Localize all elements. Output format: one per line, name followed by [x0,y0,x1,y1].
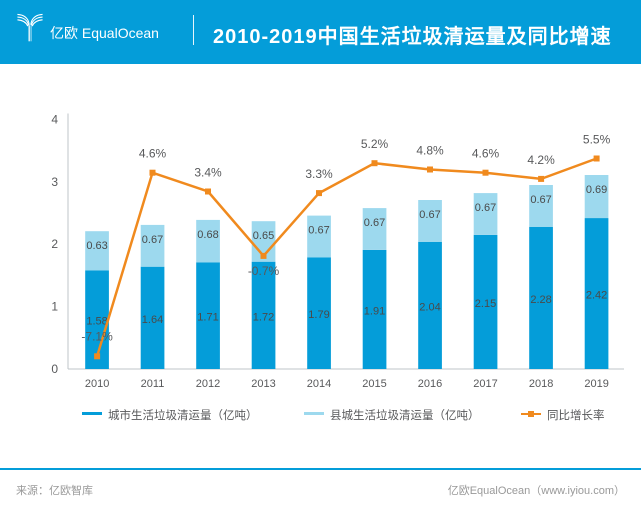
svg-text:2.42: 2.42 [586,290,607,302]
svg-text:0.67: 0.67 [475,202,496,214]
svg-text:2.04: 2.04 [419,301,440,313]
svg-text:2014: 2014 [307,378,331,390]
svg-text:2016: 2016 [418,378,442,390]
svg-text:0.63: 0.63 [86,240,107,252]
svg-text:2010: 2010 [85,378,109,390]
svg-text:0.67: 0.67 [142,234,163,246]
svg-text:0.67: 0.67 [308,225,329,237]
svg-text:1: 1 [51,300,58,314]
svg-text:4.8%: 4.8% [416,144,444,158]
svg-text:1.64: 1.64 [142,314,163,326]
svg-text:5.5%: 5.5% [583,133,611,147]
svg-text:0.67: 0.67 [530,194,551,206]
svg-text:1.91: 1.91 [364,305,385,317]
svg-text:4.6%: 4.6% [139,147,167,161]
svg-text:5.2%: 5.2% [361,137,389,151]
svg-text:2011: 2011 [141,378,165,390]
svg-text:3.4%: 3.4% [194,166,222,180]
svg-text:2017: 2017 [473,378,497,390]
svg-text:0.67: 0.67 [419,209,440,221]
svg-text:1.79: 1.79 [308,309,329,321]
svg-text:2.28: 2.28 [530,294,551,306]
svg-text:-0.7%: -0.7% [248,264,280,278]
svg-text:0.69: 0.69 [586,184,607,196]
svg-text:1.72: 1.72 [253,311,274,323]
svg-text:2012: 2012 [196,378,220,390]
svg-text:0.65: 0.65 [253,230,274,242]
svg-text:3.3%: 3.3% [305,167,333,181]
svg-text:1.58: 1.58 [86,316,107,328]
svg-text:0.68: 0.68 [197,229,218,241]
svg-text:2: 2 [51,237,58,251]
svg-text:3: 3 [51,175,58,189]
svg-text:1.71: 1.71 [197,312,218,324]
svg-text:2.15: 2.15 [475,298,496,310]
svg-text:2019: 2019 [584,378,608,390]
svg-text:0.67: 0.67 [364,217,385,229]
svg-text:-7.1%: -7.1% [81,330,113,344]
svg-text:2018: 2018 [529,378,553,390]
svg-text:4.2%: 4.2% [527,153,555,167]
svg-text:4.6%: 4.6% [472,147,500,161]
svg-text:4: 4 [51,113,58,127]
svg-text:2015: 2015 [362,378,386,390]
svg-text:0: 0 [51,362,58,376]
svg-text:2013: 2013 [251,378,275,390]
